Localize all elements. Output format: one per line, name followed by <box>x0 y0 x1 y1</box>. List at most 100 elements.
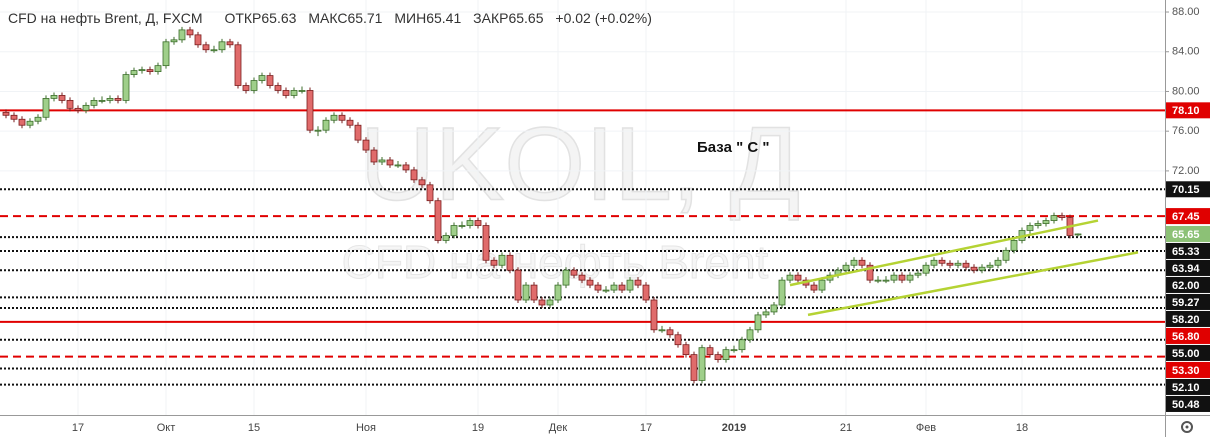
low-label: МИН <box>394 10 427 26</box>
grid-layer <box>0 0 1165 415</box>
candle-body <box>890 274 898 281</box>
candle-body <box>906 274 914 281</box>
candle-body <box>986 264 994 268</box>
candle-body <box>274 85 282 91</box>
candle-body <box>930 259 938 266</box>
level-label-box <box>1166 310 1210 327</box>
candle-body <box>810 284 818 291</box>
candle-body <box>98 99 106 102</box>
close-value: 65.65 <box>508 10 544 26</box>
candle-body <box>570 269 578 276</box>
candle-body <box>378 159 386 163</box>
level-layer <box>0 109 1165 386</box>
candle-body <box>730 349 738 352</box>
candle-body <box>954 262 962 266</box>
candle-body <box>754 314 762 331</box>
candle-body <box>898 274 906 281</box>
candle-body <box>34 116 42 122</box>
level-label-box <box>1166 395 1210 412</box>
candle-body <box>58 95 66 101</box>
candle-body <box>538 299 546 306</box>
candle-body <box>210 49 218 52</box>
candle-body <box>634 279 642 286</box>
candle-body <box>138 69 146 72</box>
x-tick-label: 15 <box>248 422 260 434</box>
level-label: 70.15 <box>1172 184 1200 196</box>
level-label: 67.45 <box>1172 211 1200 223</box>
y-tick-label: 72.00 <box>1172 165 1200 177</box>
candle-body <box>1002 249 1010 261</box>
x-tick-label: Фев <box>916 422 936 434</box>
y-tick-label: 76.00 <box>1172 125 1200 137</box>
candle-body <box>370 149 378 163</box>
watermark-layer: UKOIL, Д CFD на нефть Brent <box>341 106 801 289</box>
candle-body <box>466 220 474 226</box>
level-label-box <box>1166 259 1210 276</box>
level-label-box <box>1166 102 1210 119</box>
candle-body <box>818 279 826 291</box>
candle-body <box>458 225 466 227</box>
candle-body <box>698 347 706 381</box>
candle-body <box>26 120 34 126</box>
candle-body <box>874 279 882 282</box>
annotation: База " С " <box>697 139 769 156</box>
x-tick-label: 2019 <box>722 422 746 434</box>
level-label: 56.80 <box>1172 331 1200 343</box>
candle-body <box>282 90 290 96</box>
candle-body <box>410 169 418 181</box>
candle-body <box>322 119 330 131</box>
level-label: 58.20 <box>1172 314 1200 326</box>
candle-body <box>530 284 538 301</box>
high-label: МАКС <box>308 10 348 26</box>
settings-gear[interactable] <box>1181 421 1193 433</box>
high-value: 65.71 <box>347 10 383 26</box>
candle-body <box>770 304 778 313</box>
candle-body <box>90 99 98 106</box>
axis-layer: 88.00 84.00 80.00 76.00 72.00 17 Окт 15 Ноя 19 Дек… <box>72 6 1210 434</box>
candle-body <box>842 264 850 271</box>
trend-line <box>807 251 1139 317</box>
candle-body <box>162 41 170 67</box>
trend-line <box>789 219 1099 287</box>
level-label: 53.30 <box>1172 365 1200 377</box>
candle-body <box>194 34 202 46</box>
candle-body <box>242 85 250 91</box>
candle-body <box>578 274 586 281</box>
candle-body <box>970 266 978 271</box>
open-label: ОТКР <box>224 10 262 26</box>
candle-body <box>794 274 802 281</box>
candle-body <box>962 262 970 268</box>
candle-body <box>482 225 490 261</box>
candle-body <box>746 329 754 341</box>
candle-body <box>250 80 258 91</box>
candle-body <box>1034 223 1042 226</box>
candle-body <box>714 354 722 360</box>
candle-body <box>602 289 610 292</box>
candle-body <box>18 118 26 126</box>
candle-body <box>546 299 554 306</box>
level-label-box <box>1166 378 1210 395</box>
candle-body <box>258 75 266 81</box>
candle-body <box>434 200 442 241</box>
candle-body <box>290 90 298 96</box>
candle-body <box>562 269 570 286</box>
level-label: 62.00 <box>1172 280 1200 292</box>
candle-body <box>402 164 410 171</box>
watermark-symbol: UKOIL, Д <box>360 106 800 222</box>
candle-body <box>922 264 930 274</box>
candle-body <box>1026 225 1034 231</box>
candle-body <box>442 235 450 241</box>
candle-body <box>914 272 922 276</box>
y-tick-label: 80.00 <box>1172 85 1200 97</box>
level-label: 59.27 <box>1172 297 1200 309</box>
candle-body <box>266 75 274 86</box>
candle-body <box>362 139 370 151</box>
candle-body <box>882 279 890 282</box>
candle-body <box>450 225 458 236</box>
candle-body <box>658 329 666 332</box>
settings-icon[interactable] <box>1181 421 1193 433</box>
candle-body <box>866 264 874 281</box>
candle-body <box>306 90 314 131</box>
candle-body <box>386 159 394 166</box>
